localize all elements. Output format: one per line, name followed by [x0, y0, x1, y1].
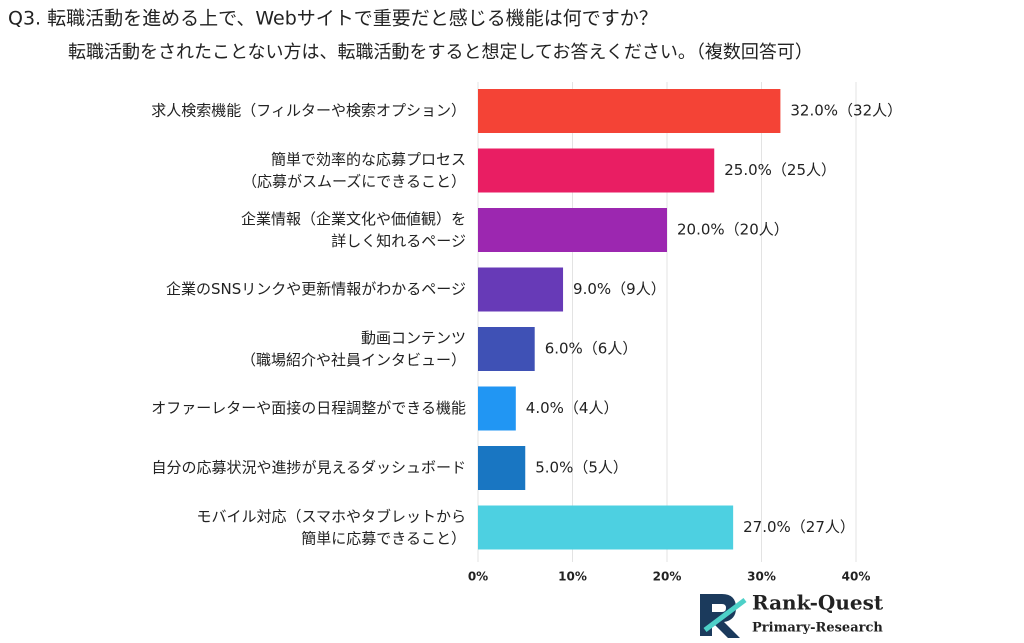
value-label: 5.0%（5人）	[535, 459, 628, 477]
value-label: 20.0%（20人）	[677, 221, 789, 239]
x-tick-label: 40%	[842, 570, 871, 584]
value-label: 25.0%（25人）	[724, 161, 836, 179]
value-label: 6.0%（6人）	[545, 340, 638, 358]
value-label: 32.0%（32人）	[790, 102, 902, 120]
y-tick-label: 自分の応募状況や進捗が見えるダッシュボード	[151, 459, 466, 477]
x-tick-label: 10%	[558, 570, 587, 584]
bar	[478, 148, 715, 193]
x-tick-label: 0%	[468, 570, 488, 584]
bar	[478, 386, 516, 431]
logo-icon	[700, 594, 747, 638]
logo-tagline: Primary-Research	[752, 621, 883, 636]
x-tick-label: 20%	[653, 570, 682, 584]
y-tick-label: 簡単で効率的な応募プロセス（応募がスムーズにできること）	[242, 150, 466, 190]
bar	[478, 446, 526, 490]
bar	[478, 505, 734, 550]
y-tick-label: 求人検索機能（フィルターや検索オプション）	[151, 102, 466, 120]
bar	[478, 208, 667, 252]
chart-subtitle: 転職活動をされたことない方は、転職活動をすると想定してお答えください。（複数回答…	[68, 42, 813, 63]
value-label: 9.0%（9人）	[573, 280, 666, 298]
chart-title: Q3. 転職活動を進める上で、Webサイトで重要だと感じる機能は何ですか？	[8, 8, 658, 30]
bar	[478, 327, 535, 371]
y-tick-label: 企業情報（企業文化や価値観）を詳しく知れるページ	[241, 210, 466, 250]
y-tick-label: モバイル対応（スマホやタブレットから簡単に応募できること）	[196, 507, 466, 547]
bar	[478, 267, 564, 312]
value-label: 4.0%（4人）	[526, 399, 619, 417]
bar	[478, 89, 781, 133]
y-tick-label: 企業のSNSリンクや更新情報がわかるページ	[166, 280, 466, 298]
logo-name: Rank-Quest	[752, 591, 884, 615]
x-tick-label: 30%	[747, 570, 776, 584]
y-tick-label: 動画コンテンツ（職場紹介や社員インタビュー）	[241, 329, 466, 369]
value-label: 27.0%（27人）	[743, 518, 855, 536]
y-tick-label: オファーレターや面接の日程調整ができる機能	[151, 399, 466, 417]
